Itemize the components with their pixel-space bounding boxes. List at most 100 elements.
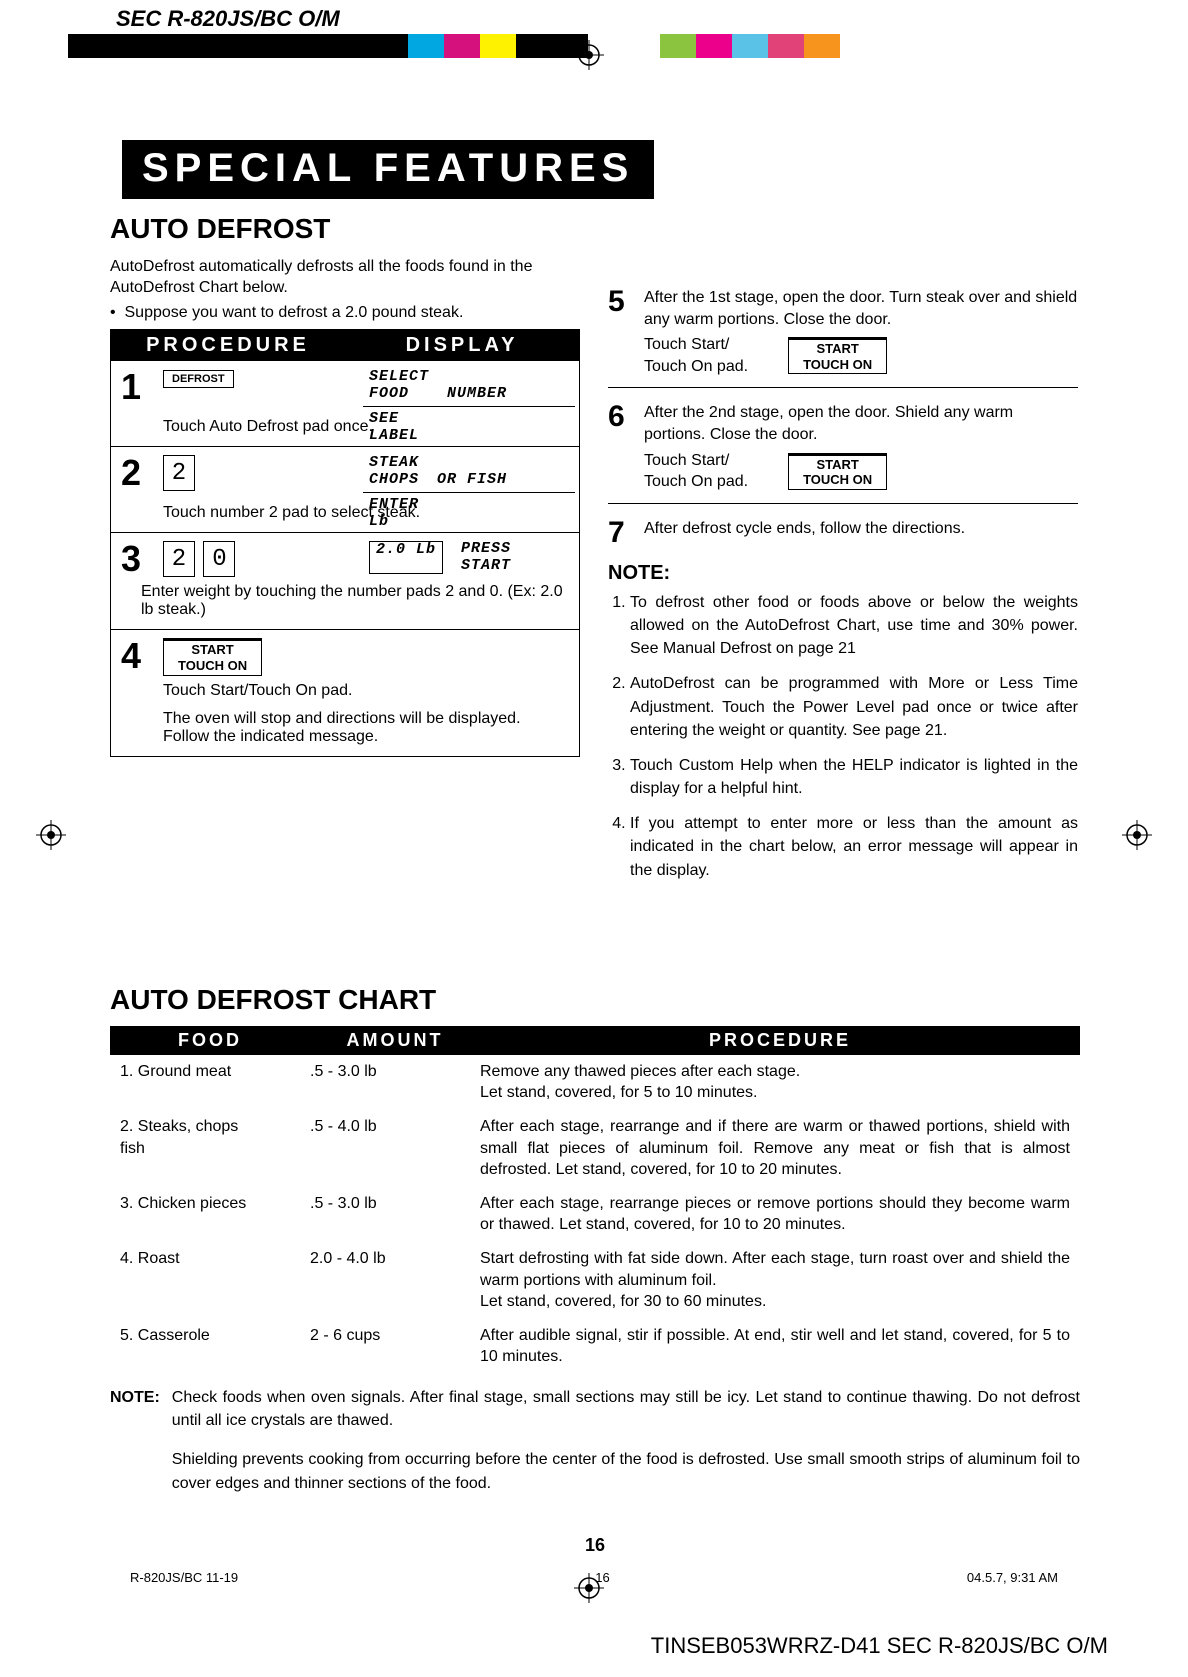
lcd: LABEL [369, 427, 419, 444]
step-5-touch: Touch Start/ Touch On pad. [644, 334, 748, 377]
chart-amount: .5 - 3.0 lb [310, 1061, 480, 1104]
footer-code: TINSEB053WRRZ-D41 SEC R-820JS/BC O/M [0, 1633, 1108, 1659]
step-7-num: 7 [608, 518, 634, 548]
chart-procedure: Remove any thawed pieces after each stag… [480, 1061, 1070, 1104]
chart-row: 4. Roast2.0 - 4.0 lbStart defrosting wit… [110, 1242, 1080, 1319]
chart-amount: .5 - 4.0 lb [310, 1116, 480, 1181]
chart-col-amount: AMOUNT [310, 1030, 480, 1051]
lcd: STEAK [369, 454, 419, 471]
registration-mark-right [1122, 820, 1152, 850]
lcd: 2.0 Lb [369, 541, 443, 574]
step-2: 2 2 STEAKCHOPS OR FISH ENTERLb [111, 447, 579, 533]
step-6-touch: Touch Start/ Touch On pad. [644, 450, 748, 493]
procedure-box: PROCEDURE DISPLAY 1 DEFROST SELECTFOOD [110, 329, 580, 756]
step-3: 3 2 0 2.0 Lb PRESSSTART Enter weight [111, 533, 579, 630]
chart-row: 2. Steaks, chops fish.5 - 4.0 lbAfter ea… [110, 1110, 1080, 1187]
chart-row: 3. Chicken pieces.5 - 3.0 lbAfter each s… [110, 1187, 1080, 1242]
color-swatch [840, 34, 876, 58]
start-touch-on-button: START TOUCH ON [163, 638, 262, 675]
number-2-pad: 2 [163, 541, 195, 577]
section-title-auto-defrost: AUTO DEFROST [110, 213, 1080, 245]
lcd: FOOD [369, 385, 409, 402]
color-swatch [624, 34, 660, 58]
step-3-caption: Enter weight by touching the number pads… [141, 583, 569, 619]
step-5-text: After the 1st stage, open the door. Turn… [644, 287, 1078, 330]
page-number: 16 [110, 1535, 1080, 1556]
intro-text: AutoDefrost automatically defrosts all t… [110, 257, 580, 299]
color-swatch [408, 34, 444, 58]
lcd: OR FISH [437, 472, 507, 489]
btn-line1: START [816, 341, 858, 356]
start-touch-on-button: START TOUCH ON [788, 337, 887, 374]
chart-title: AUTO DEFROST CHART [110, 984, 1080, 1016]
step-4-num: 4 [121, 638, 151, 674]
chart-amount: .5 - 3.0 lb [310, 1193, 480, 1236]
chart-food: 1. Ground meat [120, 1061, 310, 1104]
step-4-caption-3: Follow the indicated message. [163, 728, 569, 746]
chart-note-label: NOTE: [110, 1386, 160, 1495]
chart-row: 1. Ground meat.5 - 3.0 lbRemove any thaw… [110, 1055, 1080, 1110]
color-swatch [804, 34, 840, 58]
btn-line2: TOUCH ON [178, 658, 247, 673]
section-banner: SPECIAL FEATURES [122, 140, 654, 199]
chart-row: 5. Casserole2 - 6 cupsAfter audible sign… [110, 1319, 1080, 1374]
step-7-text: After defrost cycle ends, follow the dir… [644, 518, 1078, 548]
chart-food: 5. Casserole [120, 1325, 310, 1368]
number-0-pad: 0 [203, 541, 235, 577]
lcd: SELECT [369, 368, 429, 385]
chart-amount: 2.0 - 4.0 lb [310, 1248, 480, 1313]
registration-mark-top [574, 40, 604, 70]
step-3-num: 3 [121, 541, 151, 577]
color-swatch [696, 34, 732, 58]
step-1: 1 DEFROST SELECTFOOD NUMBER SEELABEL [111, 361, 579, 447]
chart-header: FOOD AMOUNT PROCEDURE [110, 1026, 1080, 1055]
chart-food: 2. Steaks, chops fish [120, 1116, 310, 1181]
procedure-header: PROCEDURE DISPLAY [111, 330, 579, 361]
color-swatch [768, 34, 804, 58]
header-label: SEC R-820JS/BC O/M [116, 6, 340, 32]
footer-center: 16 [595, 1570, 609, 1585]
step-4-caption-2: The oven will stop and directions will b… [163, 710, 569, 728]
auto-defrost-chart: AUTO DEFROST CHART FOOD AMOUNT PROCEDURE… [110, 984, 1080, 1495]
chart-amount: 2 - 6 cups [310, 1325, 480, 1368]
chart-note-1-text: Check foods when oven signals. After fin… [172, 1386, 1080, 1432]
note-item: AutoDefrost can be programmed with More … [630, 672, 1078, 742]
step-6-num: 6 [608, 402, 634, 492]
step-7: 7 After defrost cycle ends, follow the d… [608, 518, 1078, 548]
chart-procedure: After each stage, rearrange pieces or re… [480, 1193, 1070, 1236]
header-procedure: PROCEDURE [111, 334, 345, 357]
chart-food: 4. Roast [120, 1248, 310, 1313]
defrost-pad: DEFROST [163, 370, 234, 388]
chart-procedure: After each stage, rearrange and if there… [480, 1116, 1070, 1181]
color-swatch [660, 34, 696, 58]
step-4-caption-1: Touch Start/Touch On pad. [163, 682, 569, 700]
chart-col-food: FOOD [110, 1030, 310, 1051]
color-swatch [732, 34, 768, 58]
step-5: 5 After the 1st stage, open the door. Tu… [608, 287, 1078, 388]
chart-col-procedure: PROCEDURE [480, 1030, 1080, 1051]
step-5-num: 5 [608, 287, 634, 377]
note-item: If you attempt to enter more or less tha… [630, 812, 1078, 882]
lcd: START [461, 557, 511, 574]
chart-procedure: After audible signal, stir if possible. … [480, 1325, 1070, 1368]
lcd: CHOPS [369, 471, 419, 488]
note-list: To defrost other food or foods above or … [608, 591, 1078, 882]
chart-rows: 1. Ground meat.5 - 3.0 lbRemove any thaw… [110, 1055, 1080, 1374]
step-1-display: SELECTFOOD NUMBER SEELABEL [369, 369, 569, 444]
chart-note-2-text: Shielding prevents cooking from occurrin… [172, 1448, 1080, 1494]
lcd: SEE [369, 410, 399, 427]
footer-row: R-820JS/BC 11-19 16 04.5.7, 9:31 AM [130, 1570, 1058, 1585]
chart-procedure: Start defrosting with fat side down. Aft… [480, 1248, 1070, 1313]
step-2-num: 2 [121, 455, 151, 491]
footer-right: 04.5.7, 9:31 AM [967, 1570, 1058, 1585]
btn-line1: START [816, 457, 858, 472]
color-swatch [516, 34, 552, 58]
lcd: PRESS [461, 540, 511, 557]
start-touch-on-button: START TOUCH ON [788, 453, 887, 490]
chart-note-1: NOTE: Check foods when oven signals. Aft… [110, 1386, 1080, 1495]
step-3-display: 2.0 Lb PRESSSTART [369, 541, 569, 574]
step-6-text: After the 2nd stage, open the door. Shie… [644, 402, 1078, 445]
note-label: NOTE: [608, 562, 1078, 585]
note-item: To defrost other food or foods above or … [630, 591, 1078, 661]
left-column: AutoDefrost automatically defrosts all t… [110, 253, 580, 894]
